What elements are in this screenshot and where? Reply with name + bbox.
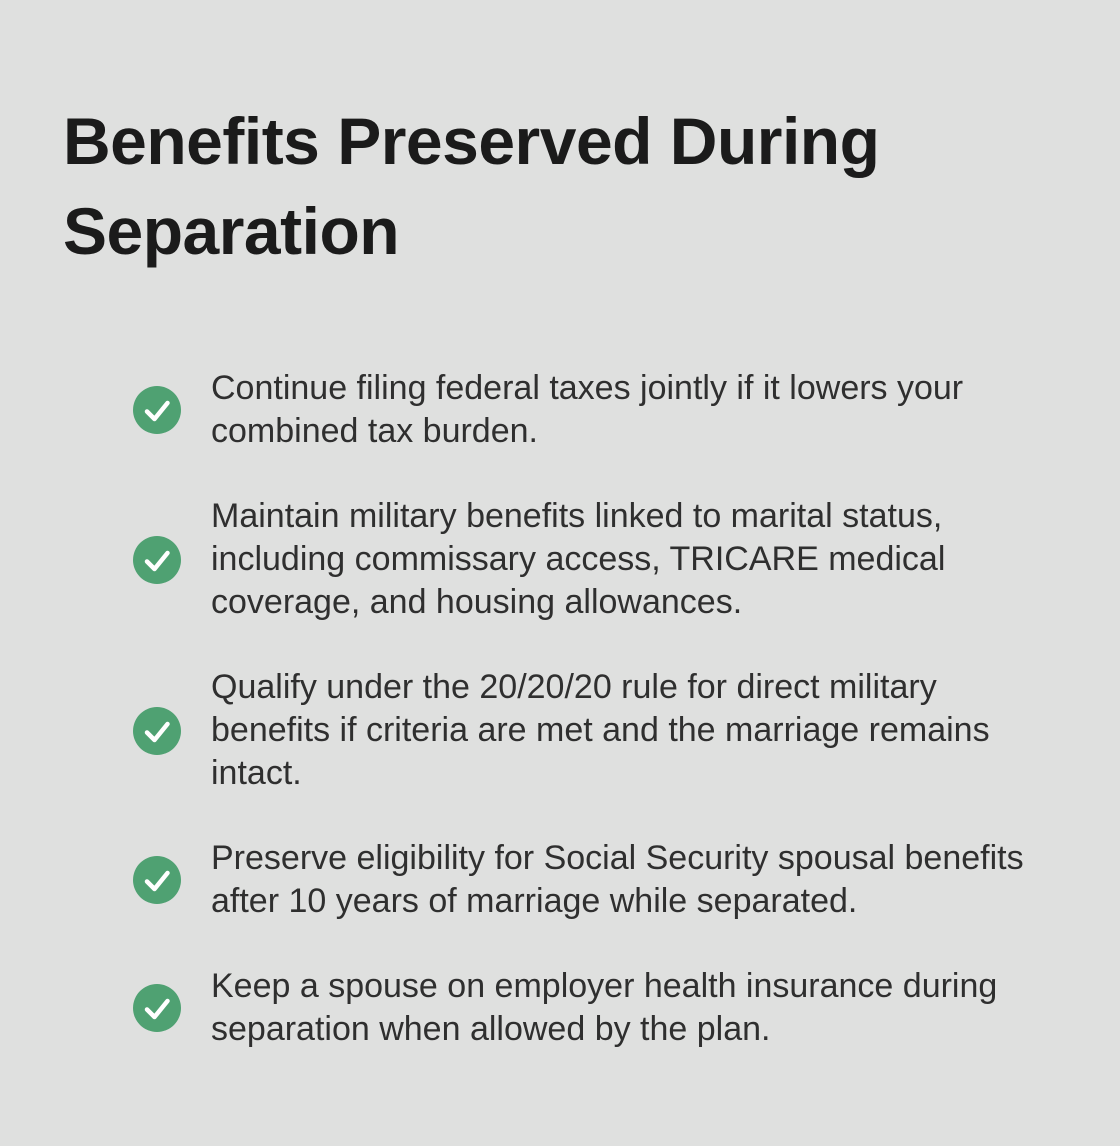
check-circle-icon [133,706,181,755]
list-item-text: Keep a spouse on employer health insuran… [211,967,998,1048]
check-circle-icon [133,535,181,584]
list-item-text: Maintain military benefits linked to mar… [211,497,946,621]
page-title: Benefits Preserved During Separation [63,104,880,268]
list-item: Continue filing federal taxes jointly if… [133,367,1120,453]
list-item-text: Continue filing federal taxes jointly if… [211,369,964,450]
check-circle-icon [133,984,181,1032]
list-item: Preserve eligibility for Social Security… [133,837,1120,923]
list-item: Keep a spouse on employer health insuran… [133,965,1120,1051]
list-item-text: Qualify under the 20/20/20 rule for dire… [211,668,990,792]
infographic-card: Benefits Preserved During Separation Con… [0,96,1120,1146]
list-item-text: Preserve eligibility for Social Security… [211,839,1024,920]
list-item: Qualify under the 20/20/20 rule for dire… [133,666,1120,795]
benefits-checklist: Continue filing federal taxes jointly if… [133,367,1120,1051]
check-circle-icon [133,386,181,434]
list-item: Maintain military benefits linked to mar… [133,495,1120,624]
check-circle-icon [133,856,181,904]
